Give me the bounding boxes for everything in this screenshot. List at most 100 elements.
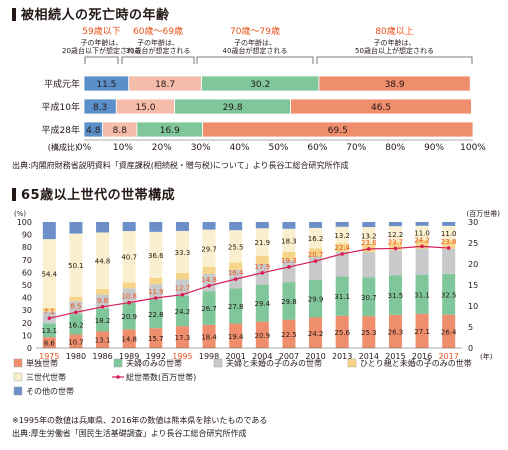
stacked-bar-segment bbox=[335, 222, 349, 227]
y-left-tick: 10 bbox=[22, 331, 32, 340]
bar-value-label: 24.2 bbox=[175, 308, 191, 316]
chart1-title: 被相続人の死亡時の年齢 bbox=[12, 4, 170, 23]
line-value-label: 23.7 bbox=[388, 238, 404, 246]
stacked-bar-segment bbox=[96, 232, 110, 289]
legend-label: その他の世帯 bbox=[26, 386, 74, 396]
bar-value-label: 18.4 bbox=[201, 333, 217, 341]
bar-value-label: 10.7 bbox=[68, 338, 84, 346]
bar-value-label: 29.8 bbox=[281, 298, 297, 306]
stacked-bar-segment bbox=[69, 296, 83, 302]
stacked-bar-segment bbox=[335, 315, 349, 348]
bar-value-label: 18.3 bbox=[281, 237, 297, 245]
line-value-label: 10.8 bbox=[121, 293, 137, 301]
age-group-note: 20歳台以下が想定される bbox=[62, 46, 141, 55]
stacked-bar-segment bbox=[69, 222, 83, 234]
stacked-bar-segment bbox=[442, 222, 456, 226]
age-group-note: 40歳台が想定される bbox=[223, 46, 288, 55]
stacked-bar-segment bbox=[335, 226, 349, 244]
y-left-tick: 30 bbox=[22, 306, 32, 315]
bar-value-label: 11.0 bbox=[441, 230, 457, 238]
line-value-label: 7.1 bbox=[44, 308, 55, 316]
bar-value-label: 13.1 bbox=[95, 337, 111, 345]
bar-value-label: 29.7 bbox=[201, 245, 217, 253]
stacked-bar-segment bbox=[42, 307, 56, 312]
stacked-bar-segment bbox=[442, 239, 456, 249]
bar-value-label: 8.6 bbox=[44, 340, 56, 348]
y-right-tick: 20 bbox=[468, 260, 478, 269]
chart1-source: 出典:内閣府財務省説明資料「資産課税(相続税・贈与税)について」より長谷工総合研… bbox=[12, 161, 349, 170]
stacked-bar-segment bbox=[282, 319, 296, 348]
stacked-bar-segment bbox=[69, 233, 83, 297]
stacked-bar-segment bbox=[229, 262, 243, 270]
stacked-bar-segment bbox=[255, 255, 269, 264]
y-right-unit: (百万世帯) bbox=[467, 209, 501, 218]
bar-value-label: 4.8 bbox=[86, 126, 101, 136]
bar-value-label: 46.5 bbox=[371, 103, 391, 113]
x-tick-label: 1998 bbox=[199, 352, 219, 361]
stacked-bar-segment bbox=[388, 275, 402, 315]
y-left-tick: 0 bbox=[27, 344, 32, 353]
age-group-label: 60歳〜69歳 bbox=[133, 25, 183, 37]
bar-value-label: 29.8 bbox=[223, 103, 243, 113]
stacked-bar-segment bbox=[415, 313, 429, 348]
line-value-label: 23.6 bbox=[361, 239, 377, 247]
stacked-bar-segment bbox=[415, 274, 429, 314]
bracket-mark bbox=[316, 56, 473, 64]
line-point bbox=[446, 246, 451, 250]
x-axis-unit: (構成比) bbox=[48, 142, 78, 152]
x-tick-label: 70% bbox=[346, 143, 366, 153]
y-right-tick: 0 bbox=[468, 344, 473, 353]
stacked-bar-segment bbox=[122, 288, 136, 304]
bar-value-label: 44.8 bbox=[95, 258, 111, 266]
row-label: 平成28年 bbox=[42, 124, 80, 136]
stacked-bar-segment bbox=[309, 248, 323, 257]
bar-value-label: 18.7 bbox=[155, 80, 175, 90]
stacked-bar-segment bbox=[69, 301, 83, 315]
bracket-mark bbox=[196, 56, 314, 64]
line-point bbox=[313, 259, 318, 263]
bar-value-label: 31.1 bbox=[414, 291, 430, 299]
x-tick-label: 1980 bbox=[66, 352, 86, 361]
stacked-bar-segment bbox=[388, 314, 402, 348]
x-tick-label: 2010 bbox=[305, 352, 325, 361]
stacked-bar-segment bbox=[149, 277, 163, 285]
stacked-bar-segment bbox=[442, 273, 456, 315]
stacked-bar-segment bbox=[388, 226, 402, 242]
bar-value-label: 8.3 bbox=[93, 103, 107, 113]
bar-value-label: 29.9 bbox=[308, 296, 324, 304]
stacked-bar-segment bbox=[309, 222, 323, 228]
bar-value-label: 21.9 bbox=[255, 239, 271, 247]
legend-label: 単独世帯 bbox=[26, 358, 58, 368]
age-group-note: 子の年齢は、 bbox=[137, 38, 179, 47]
line-value-label: 19.3 bbox=[281, 257, 297, 265]
line-point bbox=[233, 277, 238, 281]
bar-value-label: 29.4 bbox=[255, 300, 271, 308]
bar-value-label: 20.9 bbox=[255, 332, 271, 340]
bar-value-label: 50.1 bbox=[68, 262, 84, 270]
stacked-bar-segment bbox=[335, 276, 349, 316]
stacked-bar-segment bbox=[282, 282, 296, 320]
line-point bbox=[154, 296, 158, 300]
stacked-bar-segment bbox=[96, 294, 110, 309]
legend-swatch bbox=[13, 386, 23, 396]
x-tick-label: 1995 bbox=[172, 352, 192, 361]
y-right-tick: 25 bbox=[468, 239, 478, 248]
stacked-bar-segment bbox=[149, 284, 163, 300]
line-value-label: 24.2 bbox=[414, 236, 430, 244]
row-label: 平成元年 bbox=[44, 78, 80, 90]
age-group-label: 70歳〜79歳 bbox=[230, 25, 280, 37]
bar-value-label: 26.4 bbox=[441, 328, 457, 336]
line-value-label: 8.5 bbox=[70, 302, 81, 310]
x-tick-label: 2001 bbox=[226, 352, 246, 361]
stacked-bar-segment bbox=[415, 225, 429, 240]
stacked-bar-segment bbox=[175, 279, 189, 296]
x-tick-label: 2015 bbox=[385, 352, 405, 361]
bar-value-label: 25.6 bbox=[334, 329, 350, 337]
x-tick-label: 2013 bbox=[332, 352, 352, 361]
stacked-bar-segment bbox=[122, 231, 136, 283]
x-tick-label: 1986 bbox=[92, 352, 112, 361]
age-group-note: 子の年齢は、 bbox=[81, 38, 123, 47]
line-point bbox=[367, 247, 371, 251]
bar-value-label: 31.5 bbox=[388, 292, 404, 300]
bar-value-label: 38.9 bbox=[385, 80, 405, 90]
